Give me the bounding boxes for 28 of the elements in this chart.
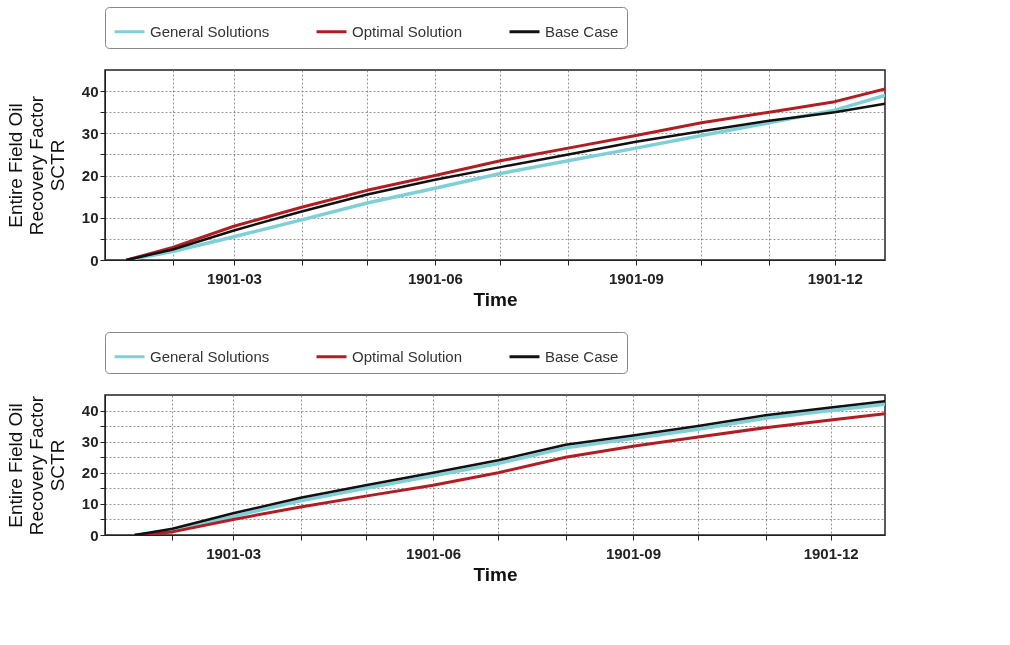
y-tick-label: 0 [90,526,99,544]
y-axis-title: Entire Field Oil Recovery Factor SCTR [4,395,68,536]
legend-label: Optimal Solution [352,347,463,365]
x-tick-label: 1901-03 [206,269,262,287]
x-axis-title: Time [473,563,518,585]
y-tick-label: 40 [81,402,99,420]
x-tick-label: 1901-09 [605,544,661,562]
legend-label: Base Case [545,347,619,365]
y-tick-label: 10 [81,209,99,227]
x-axis-title: Time [473,288,518,310]
legend-label: General Solutions [150,347,270,365]
y-tick-label: 20 [81,167,99,185]
legend-label: Base Case [545,22,619,40]
x-tick-label: 1901-12 [807,269,863,287]
y-tick-label: 10 [81,495,99,513]
y-tick-label: 30 [81,433,99,451]
y-tick-label: 30 [81,124,99,142]
x-tick-label: 1901-06 [406,544,462,562]
y-tick-label: 0 [90,251,99,269]
x-tick-label: 1901-03 [206,544,262,562]
legend-label: General Solutions [150,22,270,40]
y-axis-title: Entire Field Oil Recovery Factor SCTR [4,95,68,236]
x-tick-label: 1901-09 [608,269,664,287]
legend-label: Optimal Solution [352,22,463,40]
y-tick-label: 40 [81,82,99,100]
x-tick-label: 1901-06 [407,269,463,287]
y-tick-label: 20 [81,464,99,482]
x-tick-label: 1901-12 [803,544,859,562]
